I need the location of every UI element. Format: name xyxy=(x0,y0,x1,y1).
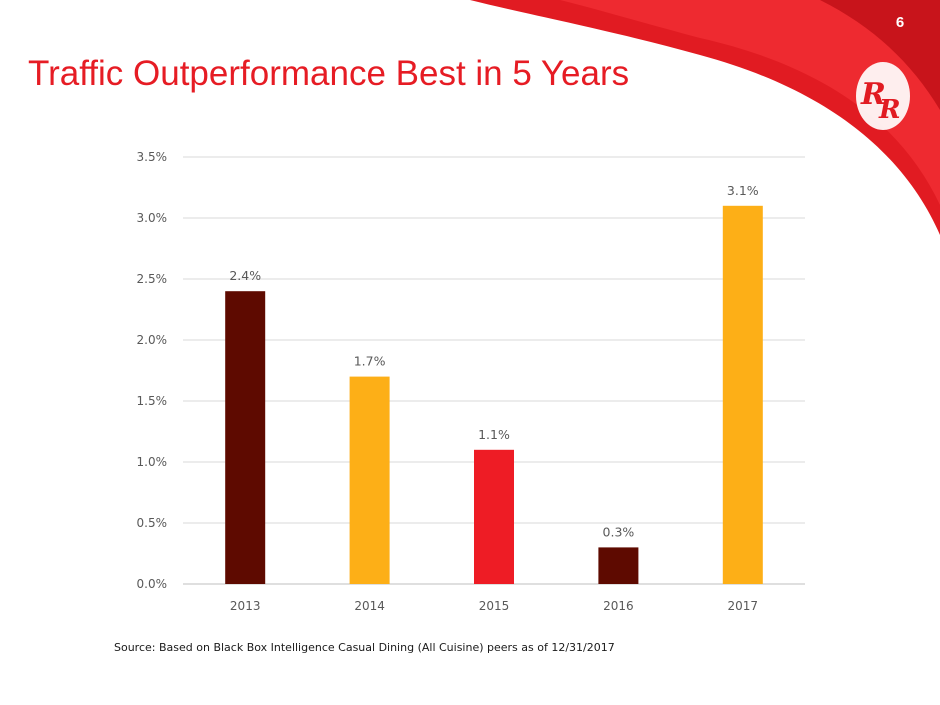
rr-monogram-logo: R R xyxy=(856,62,910,130)
data-label-2016: 0.3% xyxy=(603,524,635,539)
data-labels: 2.4% 1.7% 1.1% 0.3% 3.1% xyxy=(229,183,758,540)
bar-2016 xyxy=(598,547,639,584)
x-tick-label-2014: 2014 xyxy=(354,599,385,613)
data-label-2015: 1.1% xyxy=(478,427,510,442)
y-tick-label: 3.0% xyxy=(137,211,168,225)
svg-text:R: R xyxy=(860,77,886,112)
bar-2017 xyxy=(722,205,763,585)
x-tick-label-2013: 2013 xyxy=(230,599,261,613)
svg-text:R: R xyxy=(878,95,901,125)
data-label-2014: 1.7% xyxy=(354,354,386,369)
x-axis-tick-labels: 2013 2014 2015 2016 2017 xyxy=(230,599,758,613)
x-tick-label-2016: 2016 xyxy=(603,599,634,613)
bars xyxy=(225,205,763,585)
y-tick-label: 1.5% xyxy=(137,394,168,408)
data-label-2017: 3.1% xyxy=(727,183,759,198)
y-axis-tick-labels: 0.0% 0.5% 1.0% 1.5% 2.0% 2.5% 3.0% 3.5% xyxy=(137,150,168,591)
x-tick-label-2015: 2015 xyxy=(479,599,510,613)
bar-2014 xyxy=(349,376,390,584)
bar-2015 xyxy=(474,449,514,584)
y-tick-label: 0.5% xyxy=(137,516,168,530)
y-tick-label: 2.5% xyxy=(137,272,168,286)
y-tick-label: 3.5% xyxy=(137,150,168,164)
x-tick-label-2017: 2017 xyxy=(728,599,759,613)
bar-2013 xyxy=(225,291,266,584)
data-label-2013: 2.4% xyxy=(229,268,261,283)
source-note: Source: Based on Black Box Intelligence … xyxy=(114,641,615,654)
y-tick-label: 1.0% xyxy=(137,455,168,469)
y-tick-label: 0.0% xyxy=(137,577,168,591)
page-number: 6 xyxy=(895,14,905,31)
slide-title: Traffic Outperformance Best in 5 Years xyxy=(28,54,630,93)
y-tick-label: 2.0% xyxy=(137,333,168,347)
